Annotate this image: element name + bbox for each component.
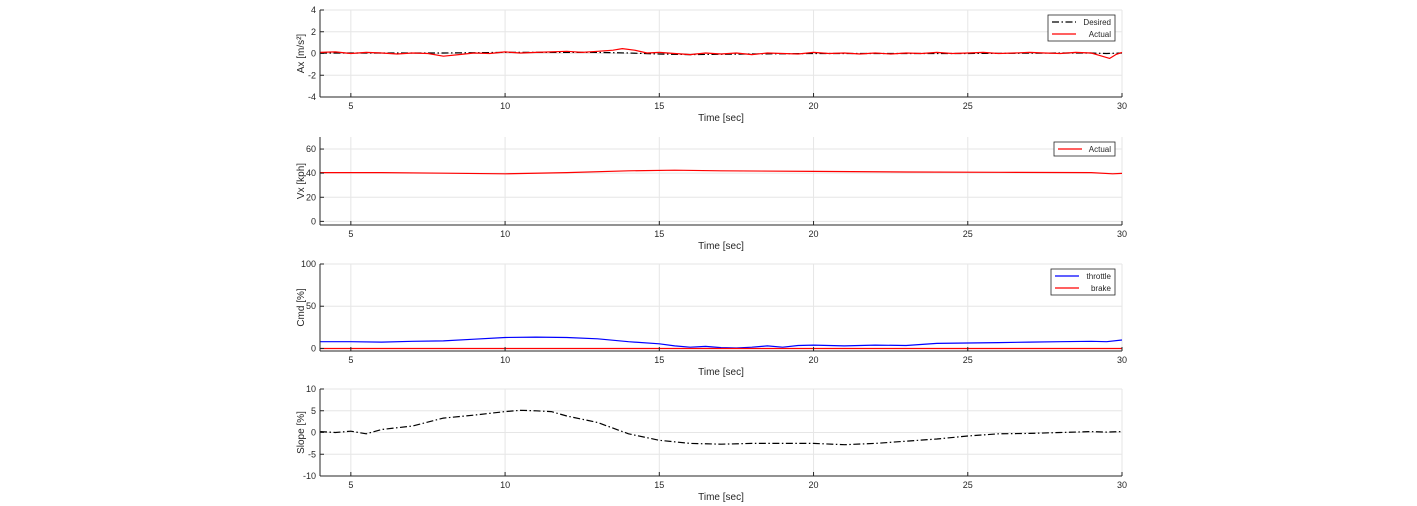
y-tick-label: 60 <box>306 144 316 154</box>
legend-entry: brake <box>1091 284 1112 293</box>
legend-box <box>1053 141 1116 157</box>
x-tick-label: 15 <box>654 229 664 239</box>
y-tick-label: -4 <box>308 92 316 102</box>
x-tick-label: 30 <box>1117 355 1127 365</box>
y-tick-label: 10 <box>306 384 316 394</box>
y-tick-label: 5 <box>311 406 316 416</box>
legend-entry: Desired <box>1083 18 1111 27</box>
legend: throttle brake <box>1050 268 1116 296</box>
y-axis-label: Ax [m/s²] <box>296 34 307 74</box>
y-tick-label: 100 <box>301 259 316 269</box>
plot-area <box>320 137 1122 225</box>
y-axis-label: Cmd [%] <box>296 288 307 327</box>
x-tick-label: 30 <box>1117 229 1127 239</box>
legend-entry: throttle <box>1087 272 1112 281</box>
y-tick-label: -10 <box>303 471 316 481</box>
y-axis-label: Slope [%] <box>296 411 307 454</box>
x-tick-label: 20 <box>809 355 819 365</box>
series-line-2 <box>319 47 1123 60</box>
x-axis-label: Time [sec] <box>698 492 744 503</box>
y-tick-label: 0 <box>311 49 316 59</box>
legend-box <box>1047 14 1116 42</box>
y-tick-label: 20 <box>306 192 316 202</box>
x-tick-label: 25 <box>963 101 973 111</box>
x-tick-label: 15 <box>654 480 664 490</box>
x-tick-label: 30 <box>1117 480 1127 490</box>
x-axis-label: Time [sec] <box>698 113 744 124</box>
legend: Actual <box>1053 141 1116 157</box>
x-axis-label: Time [sec] <box>698 367 744 378</box>
x-tick-label: 30 <box>1117 101 1127 111</box>
x-tick-label: 15 <box>654 101 664 111</box>
x-tick-label: 15 <box>654 355 664 365</box>
series-line-1 <box>320 169 1123 175</box>
x-tick-label: 10 <box>500 229 510 239</box>
y-tick-label: 50 <box>306 301 316 311</box>
plot-area <box>320 264 1122 351</box>
y-tick-label: 0 <box>311 428 316 438</box>
x-tick-label: 10 <box>500 480 510 490</box>
y-tick-label: 40 <box>306 168 316 178</box>
x-tick-label: 25 <box>963 229 973 239</box>
y-tick-label: 4 <box>311 5 316 15</box>
subplot-4: 5 10 15 20 25 30 -10 -5 0 5 10 Time [sec] Slope [%] <box>296 384 1127 503</box>
series-line-1 <box>319 409 1123 446</box>
x-tick-label: 10 <box>500 355 510 365</box>
y-axis-label: Vx [kph] <box>296 163 307 199</box>
y-tick-label: 0 <box>311 343 316 353</box>
y-tick-label: -5 <box>308 449 316 459</box>
y-tick-label: 0 <box>311 216 316 226</box>
legend-box <box>1050 268 1116 296</box>
x-tick-label: 20 <box>809 101 819 111</box>
x-tick-label: 20 <box>809 229 819 239</box>
legend-entry: Actual <box>1089 30 1111 39</box>
subplot-1: 5 10 15 20 25 30 -4 -2 0 2 4 Time [sec] Ax [m/s²] Des… <box>296 5 1127 124</box>
subplot-3: 5 10 15 20 25 30 0 50 100 Time [sec] Cmd [%] thrott… <box>296 259 1127 378</box>
x-tick-label: 5 <box>348 101 353 111</box>
y-tick-label: -2 <box>308 70 316 80</box>
x-tick-label: 5 <box>348 480 353 490</box>
legend: Desired Actual <box>1047 14 1116 42</box>
legend-entry: Actual <box>1089 145 1111 154</box>
x-tick-label: 25 <box>963 480 973 490</box>
x-tick-label: 5 <box>348 229 353 239</box>
subplot-2: 5 10 15 20 25 30 0 20 40 60 Time [sec] Vx [kph] Actu… <box>296 137 1127 252</box>
x-tick-label: 10 <box>500 101 510 111</box>
x-tick-label: 25 <box>963 355 973 365</box>
y-tick-label: 2 <box>311 27 316 37</box>
x-axis-label: Time [sec] <box>698 241 744 252</box>
x-tick-label: 20 <box>809 480 819 490</box>
x-tick-label: 5 <box>348 355 353 365</box>
